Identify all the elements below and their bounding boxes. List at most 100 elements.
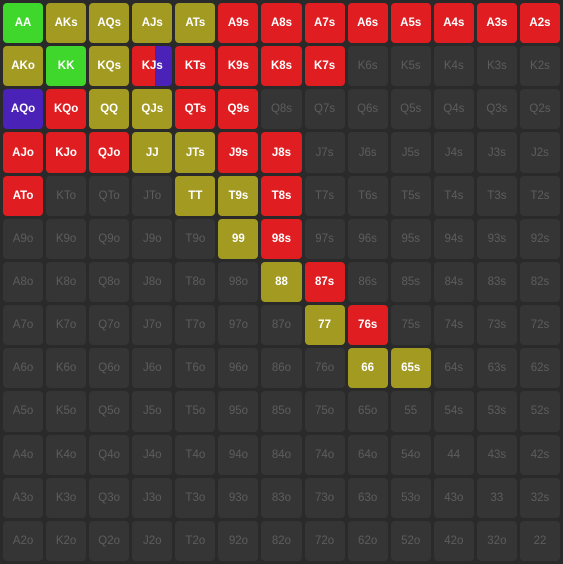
- hand-cell-a7o[interactable]: A7o: [3, 305, 44, 346]
- hand-cell-86o[interactable]: 86o: [261, 348, 302, 389]
- hand-cell-82s[interactable]: 82s: [519, 261, 560, 303]
- hand-cell-k4s[interactable]: K4s: [433, 46, 474, 87]
- hand-cell-j3s[interactable]: J3s: [476, 132, 517, 173]
- hand-cell-92o[interactable]: 92o: [218, 520, 259, 561]
- hand-cell-t9o[interactable]: T9o: [175, 218, 216, 259]
- hand-cell-83s[interactable]: 83s: [476, 261, 517, 303]
- hand-cell-t5s[interactable]: T5s: [390, 175, 431, 216]
- hand-cell-33[interactable]: 33: [476, 477, 517, 518]
- hand-cell-84s[interactable]: 84s: [433, 261, 474, 303]
- hand-cell-qts[interactable]: QTs: [175, 89, 216, 130]
- hand-cell-qjs[interactable]: QJs: [132, 89, 173, 130]
- hand-cell-q8o[interactable]: Q8o: [89, 261, 130, 303]
- hand-cell-94s[interactable]: 94s: [433, 218, 474, 259]
- hand-cell-94o[interactable]: 94o: [218, 434, 259, 475]
- hand-cell-kqs[interactable]: KQs: [89, 46, 130, 87]
- hand-cell-j6s[interactable]: J6s: [347, 132, 388, 173]
- hand-cell-j9s[interactable]: J9s: [218, 132, 259, 173]
- hand-cell-j8s[interactable]: J8s: [261, 132, 302, 173]
- hand-cell-a6s[interactable]: A6s: [347, 3, 388, 44]
- hand-cell-t2o[interactable]: T2o: [175, 520, 216, 561]
- hand-cell-kjo[interactable]: KJo: [46, 132, 87, 173]
- hand-cell-a7s[interactable]: A7s: [304, 3, 345, 44]
- hand-cell-jto[interactable]: JTo: [132, 175, 173, 216]
- hand-cell-q5o[interactable]: Q5o: [89, 391, 130, 432]
- hand-cell-j6o[interactable]: J6o: [132, 348, 173, 389]
- hand-cell-k3o[interactable]: K3o: [46, 477, 87, 518]
- hand-cell-k5s[interactable]: K5s: [390, 46, 431, 87]
- hand-cell-73s[interactable]: 73s: [476, 305, 517, 346]
- hand-cell-62o[interactable]: 62o: [347, 520, 388, 561]
- hand-cell-64o[interactable]: 64o: [347, 434, 388, 475]
- hand-cell-92s[interactable]: 92s: [519, 218, 560, 259]
- hand-cell-t4o[interactable]: T4o: [175, 434, 216, 475]
- hand-cell-a3o[interactable]: A3o: [3, 477, 44, 518]
- hand-cell-54s[interactable]: 54s: [433, 391, 474, 432]
- hand-cell-96o[interactable]: 96o: [218, 348, 259, 389]
- hand-cell-k8o[interactable]: K8o: [46, 261, 87, 303]
- hand-cell-j4s[interactable]: J4s: [433, 132, 474, 173]
- hand-cell-65o[interactable]: 65o: [347, 391, 388, 432]
- hand-cell-t7s[interactable]: T7s: [304, 175, 345, 216]
- hand-cell-q2o[interactable]: Q2o: [89, 520, 130, 561]
- hand-cell-ajo[interactable]: AJo: [3, 132, 44, 173]
- hand-cell-q9s[interactable]: Q9s: [218, 89, 259, 130]
- hand-cell-t9s[interactable]: T9s: [218, 175, 259, 216]
- hand-cell-a9s[interactable]: A9s: [218, 3, 259, 44]
- hand-cell-k7s[interactable]: K7s: [304, 46, 345, 87]
- hand-cell-j5o[interactable]: J5o: [132, 391, 173, 432]
- hand-cell-43o[interactable]: 43o: [433, 477, 474, 518]
- hand-cell-75s[interactable]: 75s: [390, 305, 431, 346]
- hand-cell-63s[interactable]: 63s: [476, 348, 517, 389]
- hand-cell-qto[interactable]: QTo: [89, 175, 130, 216]
- hand-cell-95o[interactable]: 95o: [218, 391, 259, 432]
- hand-cell-93o[interactable]: 93o: [218, 477, 259, 518]
- hand-cell-64s[interactable]: 64s: [433, 348, 474, 389]
- hand-cell-a8o[interactable]: A8o: [3, 261, 44, 303]
- hand-cell-ako[interactable]: AKo: [3, 46, 44, 87]
- hand-cell-66[interactable]: 66: [347, 348, 388, 389]
- hand-cell-44[interactable]: 44: [433, 434, 474, 475]
- hand-cell-52s[interactable]: 52s: [519, 391, 560, 432]
- hand-cell-t4s[interactable]: T4s: [433, 175, 474, 216]
- hand-cell-72o[interactable]: 72o: [304, 520, 345, 561]
- hand-cell-52o[interactable]: 52o: [390, 520, 431, 561]
- hand-cell-65s[interactable]: 65s: [390, 348, 431, 389]
- hand-cell-t7o[interactable]: T7o: [175, 305, 216, 346]
- hand-cell-93s[interactable]: 93s: [476, 218, 517, 259]
- hand-cell-j9o[interactable]: J9o: [132, 218, 173, 259]
- hand-cell-32o[interactable]: 32o: [476, 520, 517, 561]
- hand-cell-q5s[interactable]: Q5s: [390, 89, 431, 130]
- hand-cell-k3s[interactable]: K3s: [476, 46, 517, 87]
- hand-cell-82o[interactable]: 82o: [261, 520, 302, 561]
- hand-cell-a3s[interactable]: A3s: [476, 3, 517, 44]
- hand-cell-j7s[interactable]: J7s: [304, 132, 345, 173]
- hand-cell-q4o[interactable]: Q4o: [89, 434, 130, 475]
- hand-cell-q2s[interactable]: Q2s: [519, 89, 560, 130]
- hand-cell-32s[interactable]: 32s: [519, 477, 560, 518]
- hand-cell-a2o[interactable]: A2o: [3, 520, 44, 561]
- hand-cell-q3s[interactable]: Q3s: [476, 89, 517, 130]
- hand-cell-53o[interactable]: 53o: [390, 477, 431, 518]
- hand-cell-83o[interactable]: 83o: [261, 477, 302, 518]
- hand-cell-ajs[interactable]: AJs: [132, 3, 173, 44]
- hand-cell-84o[interactable]: 84o: [261, 434, 302, 475]
- hand-cell-q4s[interactable]: Q4s: [433, 89, 474, 130]
- hand-cell-63o[interactable]: 63o: [347, 477, 388, 518]
- hand-cell-j2o[interactable]: J2o: [132, 520, 173, 561]
- hand-cell-k6o[interactable]: K6o: [46, 348, 87, 389]
- hand-cell-t3s[interactable]: T3s: [476, 175, 517, 216]
- hand-cell-43s[interactable]: 43s: [476, 434, 517, 475]
- hand-cell-86s[interactable]: 86s: [347, 261, 388, 303]
- hand-cell-q7s[interactable]: Q7s: [304, 89, 345, 130]
- hand-cell-77[interactable]: 77: [304, 305, 345, 346]
- hand-cell-99[interactable]: 99: [218, 218, 259, 259]
- hand-cell-t5o[interactable]: T5o: [175, 391, 216, 432]
- hand-cell-kqo[interactable]: KQo: [46, 89, 87, 130]
- hand-cell-74o[interactable]: 74o: [304, 434, 345, 475]
- hand-cell-j2s[interactable]: J2s: [519, 132, 560, 173]
- hand-cell-22[interactable]: 22: [519, 520, 560, 561]
- hand-cell-87o[interactable]: 87o: [261, 305, 302, 346]
- hand-cell-42s[interactable]: 42s: [519, 434, 560, 475]
- hand-cell-88[interactable]: 88: [261, 261, 302, 303]
